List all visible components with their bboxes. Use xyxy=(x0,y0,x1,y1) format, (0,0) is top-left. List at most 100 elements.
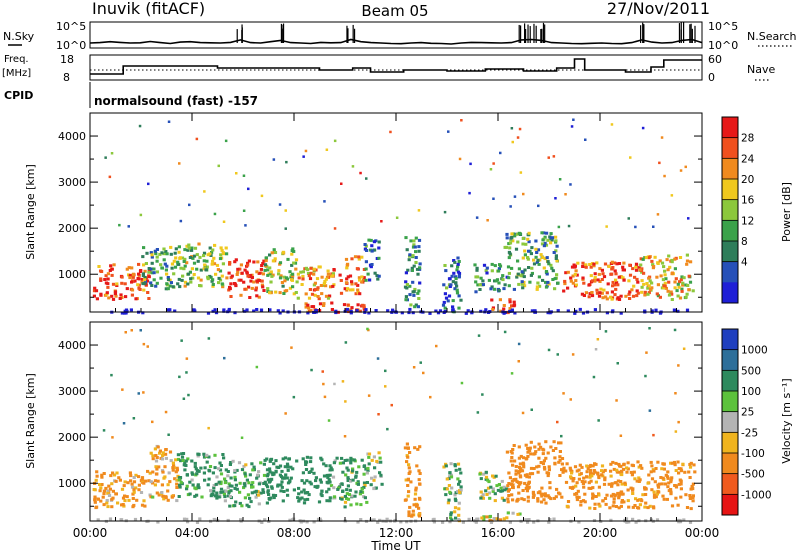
scatter-cell xyxy=(575,273,579,277)
scatter-cell xyxy=(345,492,349,496)
scatter-cell xyxy=(137,262,141,266)
scatter-cell xyxy=(216,268,220,272)
scatter-cell xyxy=(581,311,586,315)
scatter-cell xyxy=(648,327,651,330)
scatter-cell xyxy=(678,518,682,522)
scatter-cell xyxy=(508,300,512,304)
scatter-cell xyxy=(211,471,215,475)
scatter-cell xyxy=(300,490,304,494)
scatter-cell xyxy=(521,456,526,460)
scatter-cell xyxy=(211,309,215,313)
scatter-cell xyxy=(617,275,621,279)
scatter-cell xyxy=(360,458,364,462)
scatter-cell xyxy=(330,308,334,311)
scatter-cell xyxy=(269,457,274,461)
scatter-cell xyxy=(368,278,372,282)
scatter-cell xyxy=(556,281,560,285)
scatter-cell xyxy=(185,484,189,488)
scatter-cell xyxy=(588,468,593,472)
scatter-cell xyxy=(562,289,566,293)
scatter-cell xyxy=(630,463,634,467)
scatter-cell xyxy=(128,273,132,277)
scatter-cell xyxy=(284,209,287,212)
scatter-cell xyxy=(147,182,150,186)
scatter-cell xyxy=(373,466,377,470)
scatter-cell xyxy=(138,124,142,128)
scatter-cell xyxy=(219,472,224,476)
scatter-cell xyxy=(590,294,595,298)
scatter-cell xyxy=(345,266,349,270)
scatter-cell xyxy=(261,262,265,265)
scatter-cell xyxy=(497,267,501,271)
scatter-cell xyxy=(431,518,435,522)
scatter-cell xyxy=(676,503,680,507)
scatter-cell xyxy=(351,469,355,473)
scatter-cell xyxy=(622,261,626,265)
scatter-cell xyxy=(291,274,295,278)
scatter-cell xyxy=(211,248,215,252)
scatter-cell xyxy=(689,260,693,264)
scatter-cell xyxy=(508,252,512,256)
scatter-cell xyxy=(108,269,112,272)
scatter-cell xyxy=(620,490,624,494)
scatter-cell xyxy=(412,290,416,294)
scatter-cell xyxy=(453,287,457,291)
scatter-cell xyxy=(264,483,269,487)
scatter-cell xyxy=(661,462,665,466)
scatter-cell xyxy=(614,287,618,291)
scatter-cell xyxy=(443,292,447,296)
scatter-cell xyxy=(525,473,529,477)
scatter-cell xyxy=(411,509,415,513)
scatter-cell xyxy=(590,474,594,478)
scatter-cell xyxy=(209,489,213,493)
scatter-cell xyxy=(286,464,290,468)
scatter-cell xyxy=(99,292,103,296)
scatter-cell xyxy=(498,298,502,302)
scatter-cell xyxy=(183,257,187,261)
scatter-cell xyxy=(380,220,383,223)
scatter-cell xyxy=(175,482,179,486)
scatter-cell xyxy=(98,489,102,493)
scatter-cell xyxy=(508,309,512,313)
scatter-cell xyxy=(314,287,318,291)
scatter-cell xyxy=(459,471,463,475)
scatter-cell xyxy=(304,149,308,153)
scatter-cell xyxy=(583,500,587,504)
scatter-cell xyxy=(217,467,221,471)
scatter-cell xyxy=(511,485,515,489)
scatter-cell xyxy=(250,286,254,290)
scatter-cell xyxy=(514,477,518,481)
scatter-cell xyxy=(516,497,520,501)
scatter-cell xyxy=(668,265,672,269)
scatter-cell xyxy=(470,311,474,315)
scatter-cell xyxy=(160,251,164,255)
scatter-cell xyxy=(619,294,623,298)
scatter-cell xyxy=(514,472,518,476)
scatter-cell xyxy=(510,372,514,375)
colorbar-tick-label: -100 xyxy=(741,448,765,460)
scatter-cell xyxy=(224,468,228,472)
scatter-cell xyxy=(581,265,585,268)
scatter-cell xyxy=(442,300,446,304)
freq-panel xyxy=(89,54,703,81)
scatter-cell xyxy=(213,243,217,247)
scatter-cell xyxy=(183,468,187,472)
scatter-cell xyxy=(346,275,350,279)
scatter-cell xyxy=(660,467,664,471)
scatter-cell xyxy=(272,248,276,252)
scatter-cell xyxy=(275,465,279,469)
scatter-cell xyxy=(546,238,550,242)
scatter-cell xyxy=(221,262,225,266)
scatter-cell xyxy=(372,478,376,482)
xaxis-label: Time UT xyxy=(370,539,421,553)
scatter-cell xyxy=(257,271,261,275)
scatter-cell xyxy=(604,295,608,299)
scatter-cell xyxy=(687,288,691,292)
scatter-cell xyxy=(260,264,264,267)
scatter-cell xyxy=(405,520,409,524)
scatter-cell xyxy=(666,470,670,474)
scatter-cell xyxy=(635,277,639,281)
scatter-cell xyxy=(188,492,192,496)
scatter-cell xyxy=(145,279,150,283)
scatter-cell xyxy=(581,276,585,280)
